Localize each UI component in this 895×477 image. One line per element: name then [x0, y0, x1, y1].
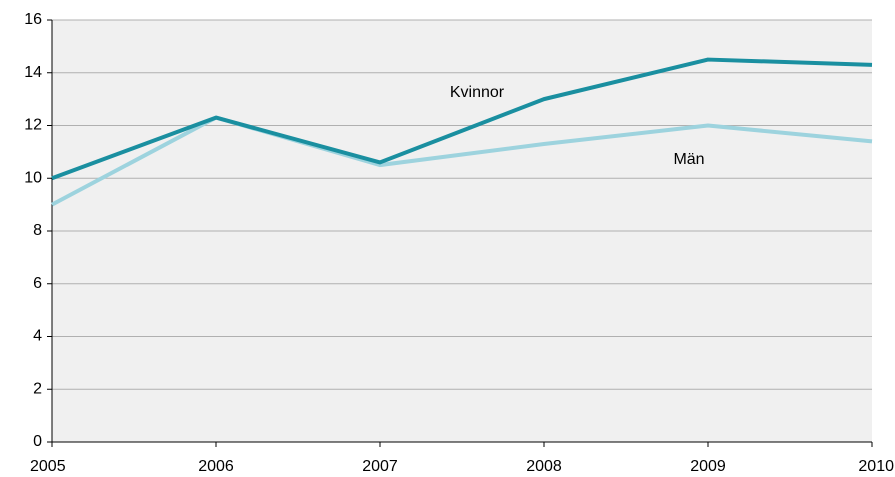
y-tick-label: 4: [33, 328, 42, 345]
y-tick-label: 10: [24, 169, 42, 186]
y-tick-label: 14: [24, 64, 42, 81]
series-label: Kvinnor: [450, 84, 505, 101]
y-tick-label: 0: [33, 433, 42, 450]
x-tick-label: 2007: [362, 458, 398, 475]
x-tick-label: 2006: [198, 458, 234, 475]
series-line: [51, 115, 873, 207]
x-tick-label: 2005: [30, 458, 66, 475]
y-tick-label: 2: [33, 380, 42, 397]
y-tick-label: 16: [24, 11, 42, 28]
x-tick-label: 2009: [690, 458, 726, 475]
x-tick-label: 2008: [526, 458, 562, 475]
y-tick-label: 8: [33, 222, 42, 239]
series-label: Män: [673, 151, 704, 168]
x-tick-label: 2010: [858, 458, 894, 475]
y-tick-label: 12: [24, 117, 42, 134]
y-tick-label: 6: [33, 275, 42, 292]
series-line: [51, 57, 873, 181]
